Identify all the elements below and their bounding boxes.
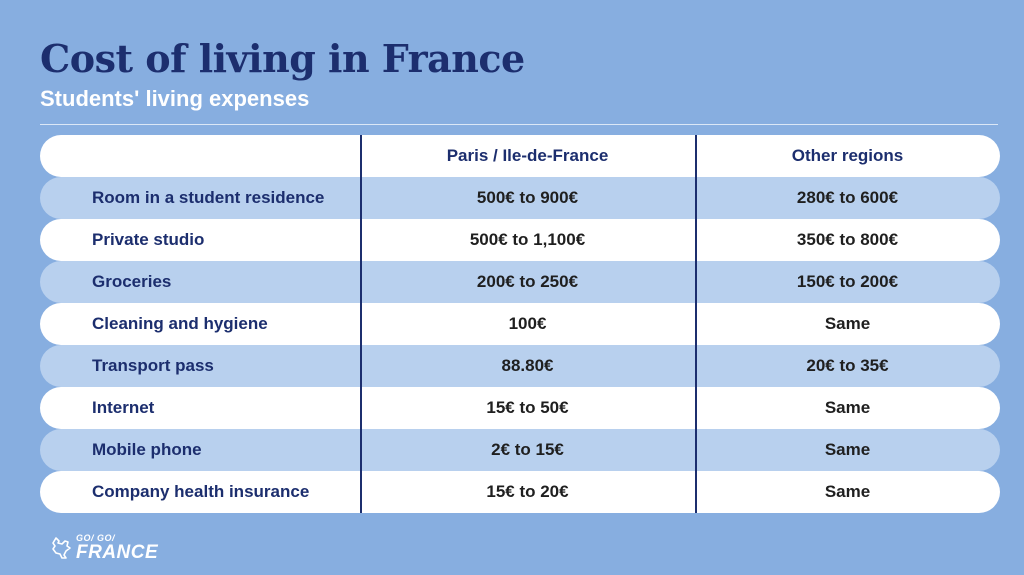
paris-value: 15€ to 50€ bbox=[486, 398, 569, 417]
table-row: Room in a student residence 500€ to 900€… bbox=[40, 177, 1000, 219]
table-row: Company health insurance 15€ to 20€ Same bbox=[40, 471, 1000, 513]
table-header-row: Paris / Ile-de-France Other regions bbox=[40, 135, 1000, 177]
paris-value: 500€ to 900€ bbox=[476, 188, 579, 207]
other-regions-value: Same bbox=[824, 482, 871, 501]
table-row: Transport pass 88.80€ 20€ to 35€ bbox=[40, 345, 1000, 387]
table-row: Cleaning and hygiene 100€ Same bbox=[40, 303, 1000, 345]
brand-logo: GO/ GO/ FRANCE bbox=[50, 534, 158, 562]
row-label: Cleaning and hygiene bbox=[92, 314, 268, 333]
row-label: Mobile phone bbox=[92, 440, 202, 459]
header-cell-paris: Paris / Ile-de-France bbox=[446, 146, 609, 165]
row-label: Company health insurance bbox=[92, 482, 310, 501]
table-row: Mobile phone 2€ to 15€ Same bbox=[40, 429, 1000, 471]
paris-value: 100€ bbox=[508, 314, 547, 333]
other-regions-value: Same bbox=[824, 440, 871, 459]
other-regions-value: Same bbox=[824, 398, 871, 417]
paris-value: 2€ to 15€ bbox=[491, 440, 564, 459]
title-divider bbox=[40, 124, 998, 125]
cost-table: Paris / Ile-de-France Other regions Room… bbox=[40, 135, 1000, 513]
header-cell-other-regions: Other regions bbox=[791, 146, 904, 165]
paris-value: 200€ to 250€ bbox=[476, 272, 579, 291]
other-regions-value: 350€ to 800€ bbox=[796, 230, 899, 249]
table-row: Internet 15€ to 50€ Same bbox=[40, 387, 1000, 429]
rooster-icon bbox=[50, 536, 72, 560]
other-regions-value: 150€ to 200€ bbox=[796, 272, 899, 291]
row-label: Private studio bbox=[92, 230, 205, 249]
paris-value: 15€ to 20€ bbox=[486, 482, 569, 501]
header-cell-item bbox=[40, 135, 360, 177]
paris-value: 500€ to 1,100€ bbox=[469, 230, 586, 249]
other-regions-value: 280€ to 600€ bbox=[796, 188, 899, 207]
paris-value: 88.80€ bbox=[501, 356, 554, 375]
row-label: Room in a student residence bbox=[92, 188, 325, 207]
other-regions-value: Same bbox=[824, 314, 871, 333]
row-label: Groceries bbox=[92, 272, 172, 291]
page-title: Cost of living in France bbox=[40, 36, 525, 81]
column-divider-2 bbox=[695, 135, 697, 513]
logo-tagline: GO/ GO/ bbox=[76, 533, 116, 543]
column-divider-1 bbox=[360, 135, 362, 513]
other-regions-value: 20€ to 35€ bbox=[806, 356, 889, 375]
table-row: Private studio 500€ to 1,100€ 350€ to 80… bbox=[40, 219, 1000, 261]
row-label: Transport pass bbox=[92, 356, 214, 375]
logo-wordmark: FRANCE bbox=[76, 542, 159, 563]
row-label: Internet bbox=[92, 398, 155, 417]
table-row: Groceries 200€ to 250€ 150€ to 200€ bbox=[40, 261, 1000, 303]
page-subtitle: Students' living expenses bbox=[40, 86, 310, 111]
